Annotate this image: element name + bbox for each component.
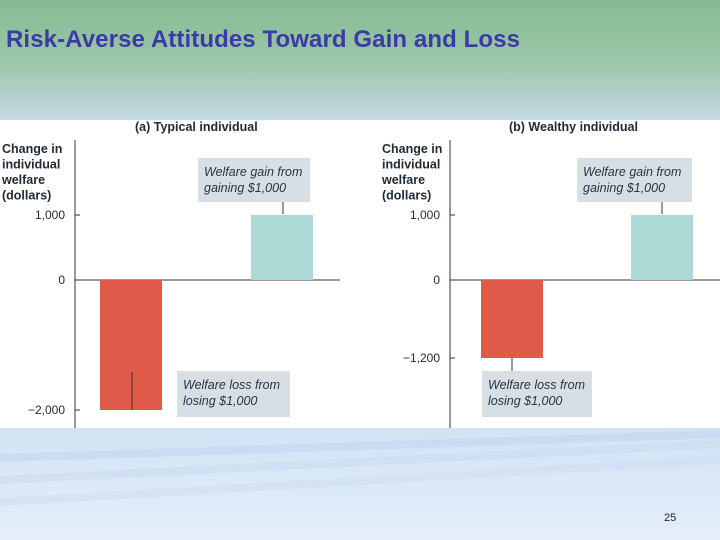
y-tick-label: 1,000 <box>410 208 440 222</box>
gain-callout-line: gaining $1,000 <box>204 181 286 195</box>
y-axis-label-line: individual <box>2 158 60 172</box>
loss-bar <box>481 280 543 358</box>
y-axis-label-line: individual <box>382 158 440 172</box>
loss-callout-line: Welfare loss from <box>183 378 280 392</box>
y-axis-label: Change in individual welfare (dollars) <box>1 142 62 203</box>
y-tick-label: 0 <box>433 273 440 287</box>
footer-decoration <box>0 430 720 506</box>
panel-wealthy-individual: (b) Wealthy individual Change in individua… <box>381 120 720 428</box>
loss-callout-line: losing $1,000 <box>488 394 562 408</box>
gain-callout-line: gaining $1,000 <box>583 181 665 195</box>
loss-callout-box <box>482 371 592 417</box>
gain-callout-box <box>577 158 692 202</box>
panel-title: (a) Typical individual <box>135 120 258 134</box>
y-tick-label: −1,200 <box>403 351 440 365</box>
y-axis-label-line: welfare <box>1 173 45 187</box>
loss-callout-line: losing $1,000 <box>183 394 257 408</box>
y-axis-label-line: Change in <box>2 142 62 156</box>
gain-callout-line: Welfare gain from <box>583 165 681 179</box>
y-axis-label-line: Change in <box>382 142 442 156</box>
panel-title: (b) Wealthy individual <box>509 120 638 134</box>
figure: (a) Typical individual Change in individua… <box>0 120 720 428</box>
panel-typical-individual: (a) Typical individual Change in individua… <box>1 120 340 428</box>
y-tick-label: −2,000 <box>28 403 65 417</box>
gain-bar <box>251 215 313 280</box>
gain-callout-box <box>198 158 310 202</box>
y-tick-label: 0 <box>58 273 65 287</box>
loss-bar <box>100 280 162 410</box>
y-tick-label: 1,000 <box>35 208 65 222</box>
y-axis-label-line: (dollars) <box>2 189 51 203</box>
footer-band <box>0 428 720 540</box>
gain-bar <box>631 215 693 280</box>
y-axis-label: Change in individual welfare (dollars) <box>381 142 442 203</box>
loss-callout-box <box>177 371 290 417</box>
page-number: 25 <box>664 512 677 524</box>
risk-aversion-charts: (a) Typical individual Change in individua… <box>1 120 720 428</box>
y-axis-label-line: welfare <box>381 173 425 187</box>
loss-callout-text: Welfare loss from losing $1,000 <box>488 378 585 408</box>
y-axis-label-line: (dollars) <box>382 189 431 203</box>
slide-title: Risk-Averse Attitudes Toward Gain and Lo… <box>6 26 521 53</box>
gain-callout-text: Welfare gain from gaining $1,000 <box>583 165 681 195</box>
gain-callout-text: Welfare gain from gaining $1,000 <box>204 165 302 195</box>
loss-callout-text: Welfare loss from losing $1,000 <box>183 378 280 408</box>
header-band: Risk-Averse Attitudes Toward Gain and Lo… <box>0 0 720 120</box>
loss-callout-line: Welfare loss from <box>488 378 585 392</box>
gain-callout-line: Welfare gain from <box>204 165 302 179</box>
